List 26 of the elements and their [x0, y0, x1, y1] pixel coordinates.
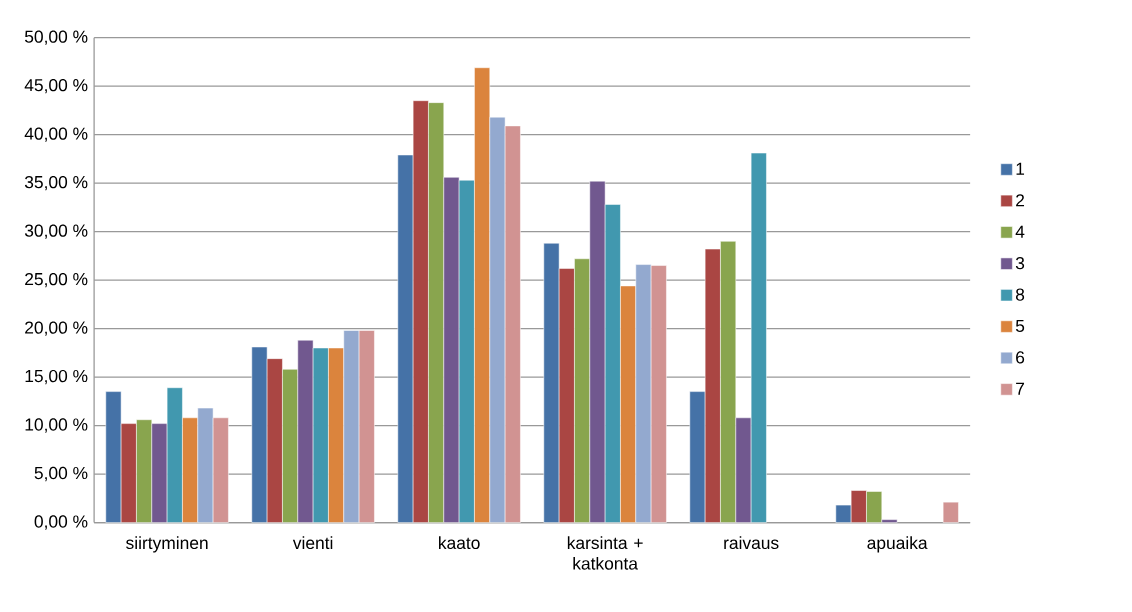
legend-label: 3: [1015, 256, 1025, 270]
y-tick-label: 20,00 %: [25, 321, 88, 336]
x-tick-label: kaato: [439, 536, 480, 549]
y-tick-label: 5,00 %: [34, 466, 88, 482]
bar: [942, 501, 959, 523]
y-tick-label: 0,00 %: [34, 515, 88, 530]
x-tick-label: raivaus: [724, 536, 779, 549]
y-tick-label: 15,00 %: [25, 369, 88, 385]
x-tick-label: vienti: [292, 536, 333, 549]
x-tick-label: siirtyminen: [126, 536, 208, 553]
legend-label: 2: [1016, 194, 1025, 207]
y-tick-label: 35,00 %: [24, 175, 88, 191]
x-tick-label: apuaika: [867, 536, 928, 553]
x-tick-label: karsinta + katkonta: [567, 536, 643, 570]
y-tick-label: 10,00 %: [25, 418, 88, 433]
legend-label: 4: [1015, 225, 1025, 238]
legend-label: 8: [1015, 288, 1025, 301]
y-tick-label: 50,00 %: [24, 30, 88, 45]
y-tick-label: 30,00 %: [24, 224, 88, 239]
legend-label: 7: [1016, 382, 1025, 395]
y-tick-label: 40,00 %: [24, 127, 88, 142]
legend-label: 1: [1016, 162, 1025, 175]
y-tick-label: 45,00 %: [24, 78, 88, 94]
legend-label: 5: [1015, 319, 1025, 332]
legend-label: 6: [1016, 351, 1025, 364]
y-tick-label: 25,00 %: [25, 272, 88, 288]
